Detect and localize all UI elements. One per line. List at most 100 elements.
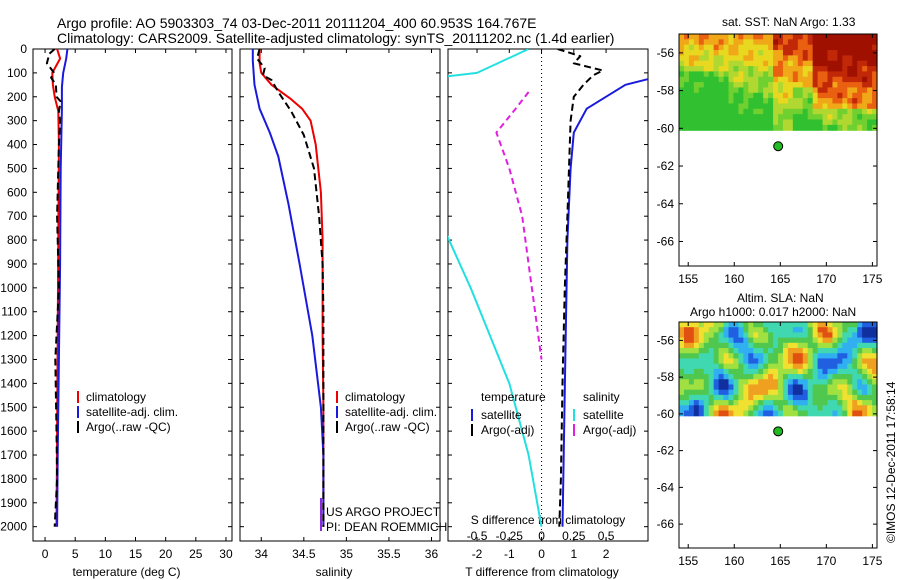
field-cell [787, 39, 794, 46]
field-cell [847, 363, 853, 370]
field-cell [748, 394, 754, 401]
field-cell [862, 337, 868, 344]
field-cell [693, 60, 700, 67]
field-cell [847, 342, 853, 349]
field-cell [872, 55, 878, 62]
field-cell [763, 60, 769, 67]
field-cell [718, 66, 725, 73]
field-cell [802, 60, 809, 67]
field-cell [812, 379, 819, 386]
field-cell [832, 39, 838, 46]
field-cell [792, 98, 799, 105]
field-cell [852, 103, 858, 110]
field-cell [768, 50, 774, 56]
field-cell [807, 71, 814, 78]
field-cell [792, 50, 799, 56]
field-cell [817, 87, 824, 94]
depth-tick-label: 700 [7, 209, 27, 223]
field-cell [708, 92, 715, 99]
field-cell [827, 368, 834, 375]
field-cell [703, 353, 710, 360]
field-cell [807, 337, 814, 344]
field-cell [753, 87, 759, 94]
field-cell [713, 368, 720, 375]
field-cell [862, 98, 868, 105]
field-cell [763, 87, 769, 94]
field-cell [817, 82, 824, 89]
field-cell [802, 82, 809, 89]
field-cell [703, 108, 710, 115]
field-cell [763, 114, 769, 121]
field-cell [792, 87, 799, 94]
field-cell [728, 39, 735, 46]
field-cell [812, 353, 819, 360]
field-cell [738, 39, 744, 46]
field-cell [728, 394, 735, 401]
field-cell [733, 87, 739, 94]
field-cell [679, 405, 685, 412]
field-cell [743, 98, 749, 105]
field-cell [743, 60, 749, 67]
field-cell [773, 92, 779, 99]
field-cell [872, 342, 878, 349]
field-cell [827, 114, 834, 121]
field-cell [857, 358, 863, 365]
field-cell [768, 124, 774, 131]
field-cell [842, 400, 848, 406]
depth-tick-label: 200 [7, 90, 27, 104]
field-cell [748, 98, 754, 105]
field-cell [797, 353, 804, 360]
field-cell [778, 66, 784, 73]
field-cell [758, 50, 764, 56]
field-cell [802, 87, 809, 94]
field-cell [703, 363, 710, 370]
field-cell [738, 348, 744, 354]
field-cell [872, 114, 878, 121]
field-cell [827, 119, 834, 126]
field-cell [867, 71, 873, 78]
field-cell [738, 103, 744, 110]
field-cell [743, 410, 749, 417]
field-cell [778, 119, 784, 126]
field-cell [773, 108, 779, 115]
field-cell [723, 55, 730, 62]
field-cell [698, 34, 705, 40]
x-tick-label: 2 [603, 547, 610, 561]
field-cell [862, 353, 868, 360]
field-cell [708, 394, 715, 401]
field-cell [867, 108, 873, 115]
field-cell [693, 337, 700, 344]
field-cell [807, 87, 814, 94]
field-cell [758, 39, 764, 46]
field-cell [679, 379, 685, 386]
field-cell [827, 87, 834, 94]
field-cell [679, 363, 685, 370]
field-cell [787, 368, 794, 375]
field-cell [723, 119, 730, 126]
field-cell [812, 348, 819, 354]
field-cell [773, 44, 779, 51]
field-cell [822, 82, 829, 89]
field-cell [763, 363, 769, 370]
field-cell [852, 327, 858, 334]
field-cell [822, 394, 829, 401]
field-cell [857, 400, 863, 406]
field-cell [698, 405, 705, 412]
field-cell [867, 55, 873, 62]
field-cell [768, 410, 774, 417]
field-cell [802, 410, 809, 417]
field-cell [773, 394, 779, 401]
field-cell [768, 342, 774, 349]
field-cell [768, 379, 774, 386]
x-tick-label: 20 [159, 547, 173, 561]
field-cell [703, 124, 710, 131]
field-cell [679, 44, 685, 51]
depth-tick-label: 2000 [0, 520, 27, 534]
field-cell [743, 82, 749, 89]
field-cell [822, 327, 829, 334]
x-tick-label: 35 [340, 547, 354, 561]
lon-tick-label: 165 [770, 272, 790, 286]
field-cell [862, 44, 868, 51]
field-cell [703, 114, 710, 121]
field-cell [693, 332, 700, 339]
